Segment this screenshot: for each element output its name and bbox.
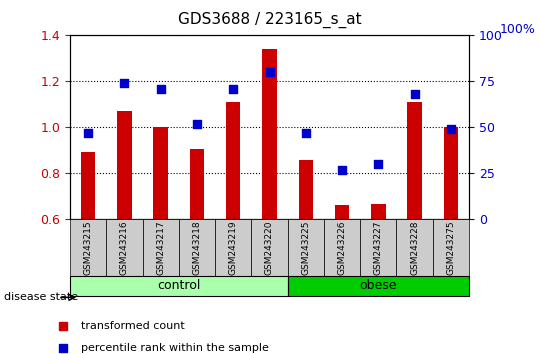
Bar	[179, 219, 215, 276]
Bar	[262, 49, 277, 219]
Point	[229, 86, 238, 92]
Bar	[143, 219, 179, 276]
Bar	[226, 102, 240, 219]
Text: GSM243275: GSM243275	[446, 221, 455, 275]
Text: percentile rank within the sample: percentile rank within the sample	[81, 343, 270, 353]
Bar	[335, 205, 349, 219]
Text: GSM243215: GSM243215	[84, 221, 93, 275]
Bar	[396, 219, 433, 276]
Bar	[407, 102, 422, 219]
Point	[410, 91, 419, 97]
Point	[374, 161, 383, 167]
Point	[446, 126, 455, 132]
Point	[265, 69, 274, 75]
Bar	[215, 219, 251, 276]
Bar	[288, 276, 469, 296]
Point	[156, 86, 165, 92]
Text: obese: obese	[360, 279, 397, 292]
Point	[192, 121, 201, 127]
Text: GSM243225: GSM243225	[301, 221, 310, 275]
Bar	[444, 127, 458, 219]
Point	[84, 130, 93, 136]
Bar	[299, 160, 313, 219]
Bar	[251, 219, 288, 276]
Bar	[154, 127, 168, 219]
Text: GSM243227: GSM243227	[374, 221, 383, 275]
Title: GDS3688 / 223165_s_at: GDS3688 / 223165_s_at	[178, 12, 361, 28]
Point	[338, 167, 347, 173]
Bar	[117, 111, 132, 219]
Point	[301, 130, 310, 136]
Text: disease state: disease state	[4, 292, 78, 302]
Point	[120, 80, 129, 86]
Text: GSM243219: GSM243219	[229, 221, 238, 275]
Bar	[81, 152, 95, 219]
Bar	[324, 219, 360, 276]
Text: 100%: 100%	[500, 23, 536, 36]
Text: GSM243228: GSM243228	[410, 221, 419, 275]
Bar	[360, 219, 396, 276]
Bar	[106, 219, 143, 276]
Bar	[70, 219, 106, 276]
Text: GSM243226: GSM243226	[337, 221, 347, 275]
Bar	[288, 219, 324, 276]
Text: control: control	[157, 279, 201, 292]
Bar	[70, 276, 288, 296]
Text: GSM243217: GSM243217	[156, 221, 165, 275]
Text: transformed count: transformed count	[81, 321, 185, 331]
Text: GSM243216: GSM243216	[120, 221, 129, 275]
Bar	[433, 219, 469, 276]
Bar	[190, 149, 204, 219]
Text: GSM243220: GSM243220	[265, 221, 274, 275]
Text: GSM243218: GSM243218	[192, 221, 202, 275]
Bar	[371, 204, 385, 219]
